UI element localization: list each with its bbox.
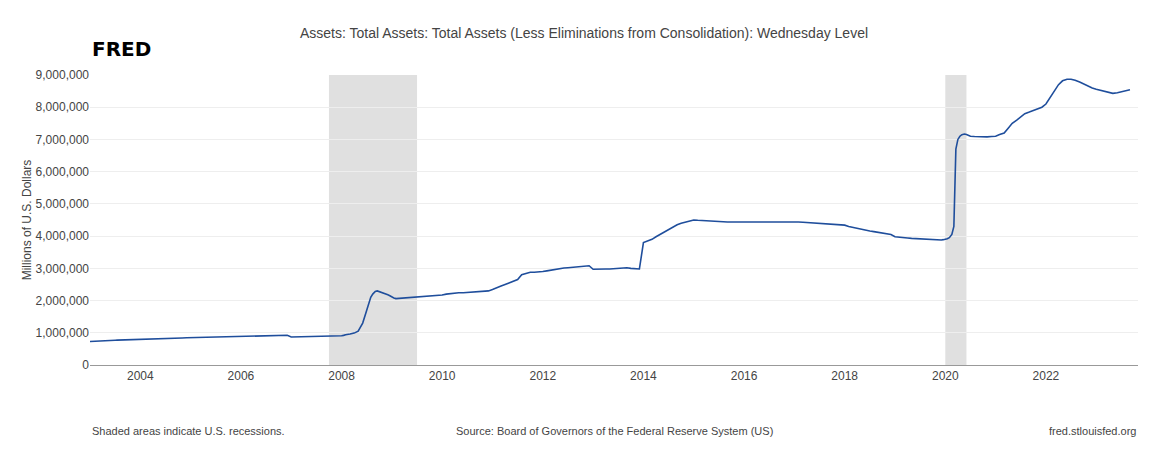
svg-text:1,000,000: 1,000,000	[36, 326, 90, 340]
svg-text:Shaded areas indicate U.S. rec: Shaded areas indicate U.S. recessions.	[92, 425, 285, 437]
svg-text:Assets: Total Assets: Total As: Assets: Total Assets: Total Assets (Less…	[300, 25, 868, 41]
svg-text:0: 0	[82, 358, 89, 372]
svg-text:2004: 2004	[127, 369, 154, 383]
svg-text:5,000,000: 5,000,000	[36, 197, 90, 211]
svg-text:2018: 2018	[831, 369, 858, 383]
svg-text:fred.stlouisfed.org: fred.stlouisfed.org	[1049, 425, 1136, 437]
svg-text:2014: 2014	[630, 369, 657, 383]
svg-text:2022: 2022	[1033, 369, 1060, 383]
svg-text:Source: Board of Governors of: Source: Board of Governors of the Federa…	[456, 425, 773, 437]
svg-text:2,000,000: 2,000,000	[36, 294, 90, 308]
svg-text:2010: 2010	[429, 369, 456, 383]
svg-text:3,000,000: 3,000,000	[36, 262, 90, 276]
svg-text:4,000,000: 4,000,000	[36, 229, 90, 243]
svg-text:2008: 2008	[328, 369, 355, 383]
svg-text:2006: 2006	[228, 369, 255, 383]
svg-text:2016: 2016	[731, 369, 758, 383]
svg-text:6,000,000: 6,000,000	[36, 165, 90, 179]
svg-text:7,000,000: 7,000,000	[36, 133, 90, 147]
svg-text:2020: 2020	[932, 369, 959, 383]
svg-text:FRED: FRED	[92, 37, 151, 61]
svg-text:9,000,000: 9,000,000	[36, 68, 90, 82]
svg-text:Millions of U.S. Dollars: Millions of U.S. Dollars	[20, 160, 34, 281]
svg-text:8,000,000: 8,000,000	[36, 100, 90, 114]
svg-text:2012: 2012	[529, 369, 556, 383]
